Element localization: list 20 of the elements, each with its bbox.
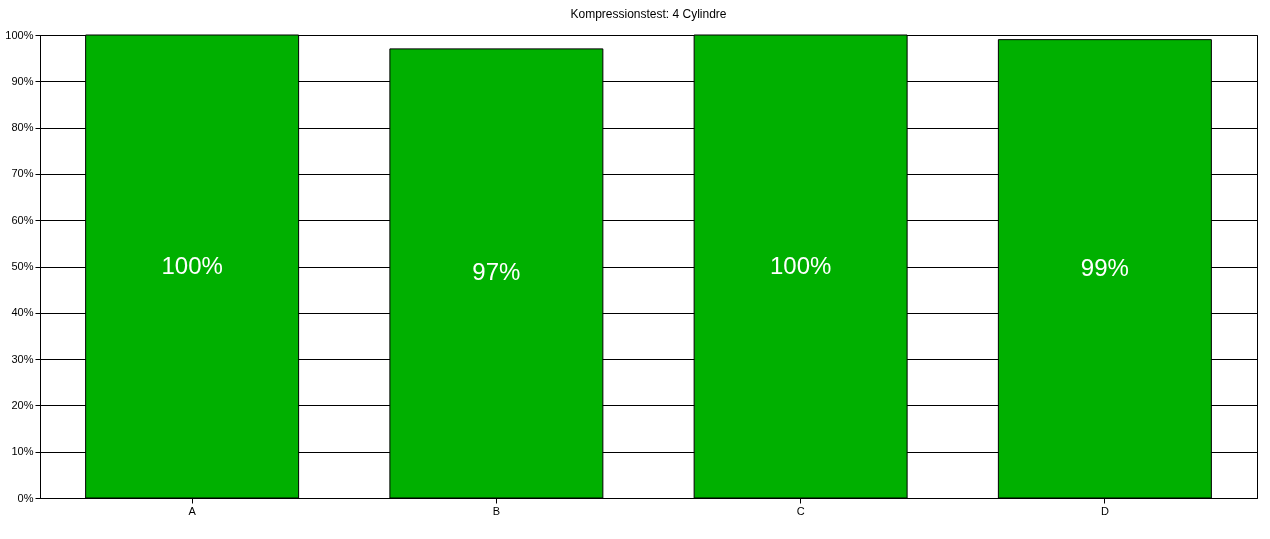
x-tick-label: B <box>492 504 501 517</box>
x-tick-label: C <box>796 504 805 517</box>
y-tick-label: 60% <box>11 213 34 226</box>
data-label: 100% <box>161 251 223 279</box>
y-tick-label: 20% <box>11 398 34 411</box>
x-tick-label: A <box>188 504 197 517</box>
y-tick-label: 80% <box>11 121 34 134</box>
x-tick-label: D <box>1100 504 1109 517</box>
data-label: 99% <box>1080 253 1129 281</box>
data-label: 97% <box>472 258 521 286</box>
y-tick-label: 0% <box>17 491 34 504</box>
y-tick-label: 40% <box>11 306 34 319</box>
y-tick-label: 10% <box>11 445 34 458</box>
y-tick-label: 30% <box>11 352 34 365</box>
y-tick-label: 100% <box>5 28 34 41</box>
chart-title: Kompressionstest: 4 Cylindre <box>570 7 727 21</box>
data-label: 100% <box>769 251 832 279</box>
y-tick-label: 70% <box>11 167 34 180</box>
y-tick-label: 90% <box>11 74 34 87</box>
y-tick-label: 50% <box>11 260 34 272</box>
